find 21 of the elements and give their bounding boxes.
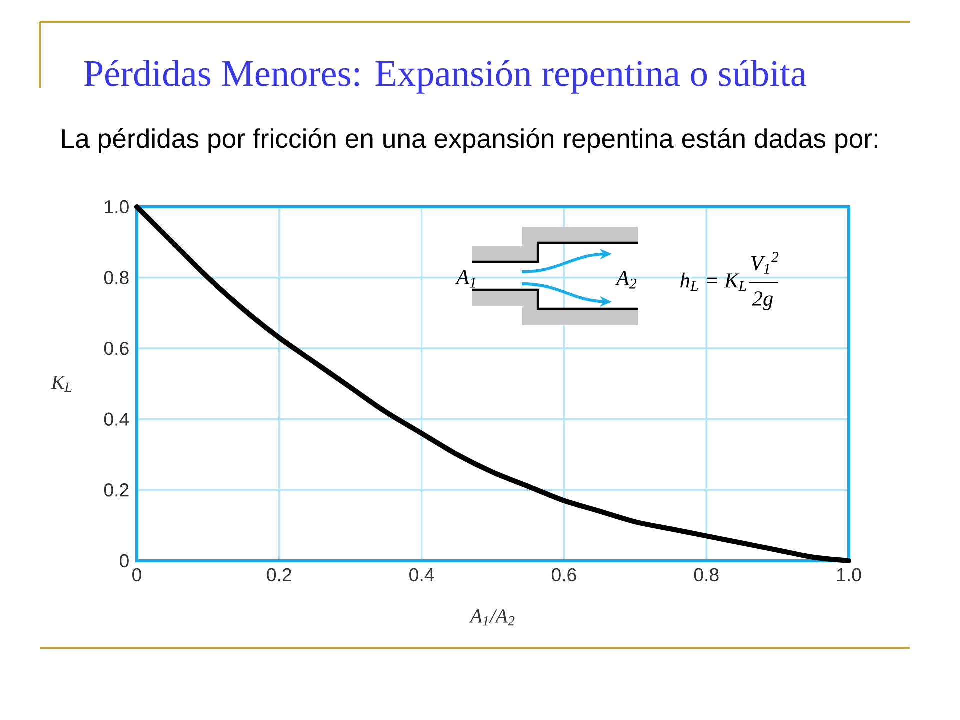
y-tick-label: 0.8 [104, 271, 129, 284]
annotation: A$_{1}$ [455, 270, 476, 288]
annotation: h$_{L}$ = K$_{L}$ [680, 272, 746, 292]
annotation: A$_{2}$ [615, 271, 637, 289]
x-tick-label: 0 [132, 568, 142, 582]
x-tick-label: 0.8 [694, 568, 719, 582]
annotation: 2g [752, 292, 774, 310]
annotation: V$_{1}$2 [751, 252, 779, 274]
chart-subtitle: La pérdidas por fricción en una expansión repentina están dadas por: [62, 128, 878, 154]
chart-title: Pérdidas Menores: Expansión repentina o súbita [84, 60, 806, 94]
y-tick-label: 0.6 [104, 342, 129, 356]
x-tick-label: 0.6 [552, 568, 576, 582]
y-tick-label: 0.2 [104, 484, 129, 497]
x-tick-label: 1.0 [837, 568, 862, 582]
x-axis-title: A$_{1}$/A$_{2}$ [469, 610, 515, 626]
y-tick-label: 1.0 [105, 200, 129, 214]
y-tick-label: 0 [120, 554, 129, 568]
y-tick-label: 0.4 [104, 412, 130, 426]
x-tick-label: 0.2 [267, 568, 292, 582]
y-axis-title: K$_{L}$ [51, 376, 72, 392]
x-tick-label: 0.4 [410, 568, 434, 582]
